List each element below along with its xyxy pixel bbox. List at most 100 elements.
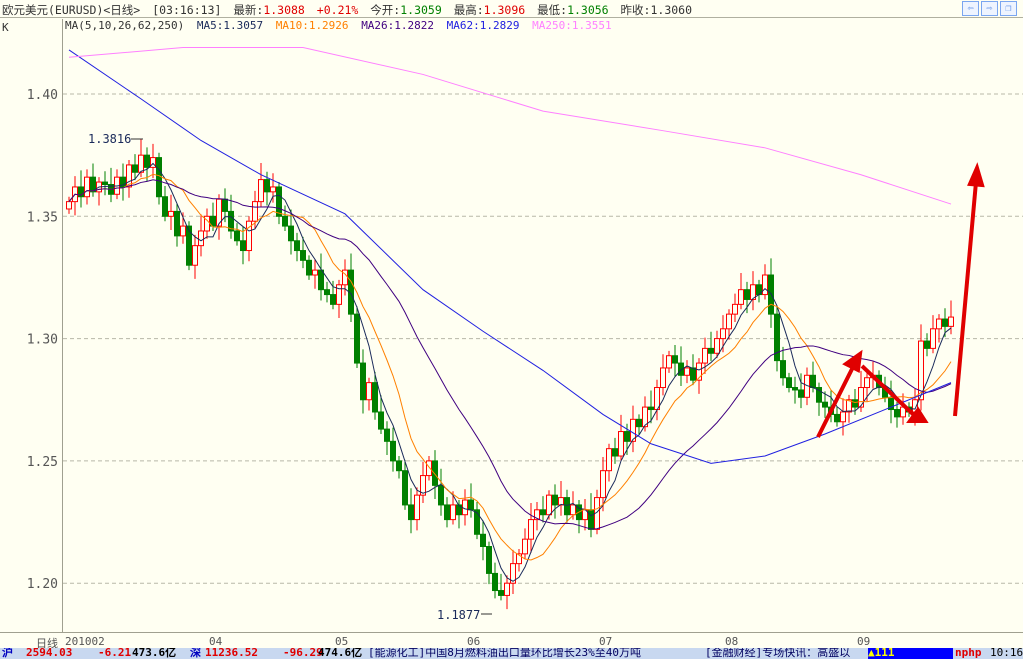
candle [162,185,168,222]
candle [522,528,528,559]
candle [798,373,804,409]
candle [648,390,654,424]
sz-label: 深 [190,648,201,659]
drawn-arrows [816,162,985,438]
candle [372,371,378,420]
candle [216,194,222,240]
candle [420,461,426,503]
candle [186,221,192,271]
ma-legend: MA(5,10,26,62,250) MA5:1.3057 MA10:1.292… [63,19,618,35]
candle [90,163,96,197]
candle [558,480,564,516]
candle [936,314,942,343]
candle [786,372,792,393]
k-label: K [2,21,9,34]
ma26-line [68,179,952,530]
candle [672,344,678,377]
candle [156,152,162,205]
sh-label: 沪 [2,648,13,659]
arrowhead [906,406,929,423]
candle [306,255,312,280]
candle [144,147,150,182]
candle [210,202,216,231]
candle [438,468,444,516]
candle [834,406,840,427]
candle [846,394,852,423]
candle [888,380,894,424]
ma62-line [68,49,952,464]
candle [582,499,588,531]
candle [702,337,708,374]
candle [78,170,84,208]
news-ticker[interactable]: [能源化工]中国8月燃料油出口量环比增长23%至40万吨 [368,648,641,659]
candle [510,549,516,594]
candle [114,169,120,200]
brand-label: nphp [955,648,982,659]
candle [354,306,360,368]
candle [684,360,690,384]
sh-change: -6.21 [98,648,132,659]
time-axis: 日线 201002 04 05 06 07 08 09 [0,632,1023,650]
candle [276,182,282,225]
candle [630,405,636,453]
candle [792,376,798,404]
candle [516,548,522,572]
low-value: 1.3056 [567,3,609,17]
candle [390,427,396,472]
candle [468,483,474,518]
candle [402,459,408,510]
candle [294,232,300,262]
candle [288,209,294,255]
back-arrow-icon[interactable]: ⇦ [962,1,979,16]
alert-badge[interactable]: ▲111 [868,648,953,659]
candle [150,143,156,179]
candle [102,171,108,196]
sz-index: 11236.52 [205,648,258,659]
y-tick-label: 1.40 [27,88,58,103]
candle [726,309,732,340]
candle [816,382,822,416]
arrow-up-1 [816,362,857,438]
candle [198,214,204,257]
candle [822,391,828,418]
candle [234,223,240,246]
instrument-title: 欧元美元(EURUSD)<日线> [2,3,141,17]
high-label: 最高: [453,3,484,17]
forward-arrow-icon[interactable]: ⇨ [981,1,998,16]
candle [708,331,714,362]
candle [408,488,414,534]
candle [762,264,768,300]
candle [534,501,540,531]
candle [678,346,684,387]
candle [552,484,558,519]
candle [654,379,660,421]
candle [492,562,498,599]
x-tick-label: 06 [467,635,481,648]
ma-params: MA(5,10,26,62,250) [65,19,185,32]
prev-label: 昨收: [620,3,651,17]
news-ticker-2[interactable]: [金融财经]专场快讯：高盛以 [705,648,851,659]
y-tick-label: 1.30 [27,333,58,348]
period-label: 日线 [36,637,58,650]
candle [750,271,756,311]
candlestick-chart[interactable]: 1.40 1.35 1.30 1.25 1.20 1.3816 1.1877 [0,0,1023,632]
price-axis-panel: K [0,19,63,632]
candle [174,203,180,247]
candle [690,354,696,386]
candle [930,315,936,354]
candle [168,194,174,230]
candle [660,354,666,396]
y-tick-label: 1.35 [27,210,58,225]
sh-index: 2594.03 [26,648,73,659]
candle [606,443,612,482]
candle [120,163,126,201]
ma10-line [68,173,952,561]
latest-label: 最新: [233,3,264,17]
high-annotation: 1.3816 [88,132,131,146]
clock: 10:16 [990,648,1023,659]
y-tick-label: 1.25 [27,455,58,470]
restore-window-icon[interactable]: ❐ [1000,1,1017,16]
latest-value: 1.3088 [263,3,305,17]
candle [318,253,324,301]
sh-amount: 473.6亿 [132,648,177,659]
